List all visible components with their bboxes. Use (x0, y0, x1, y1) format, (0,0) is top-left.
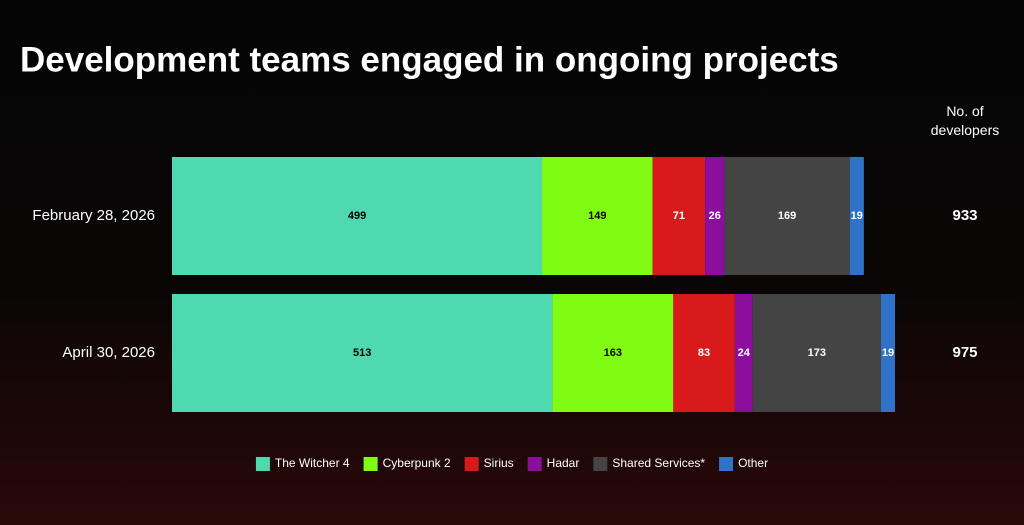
bar-segment (172, 294, 553, 412)
legend-label: Other (738, 456, 768, 470)
data-label: 149 (588, 210, 606, 222)
bar-segment (705, 157, 725, 275)
data-label: 169 (778, 210, 796, 222)
chart-title: Development teams engaged in ongoing pro… (20, 40, 839, 79)
data-label: 26 (709, 210, 721, 222)
bar-segment (652, 157, 706, 275)
legend-label: Hadar (547, 456, 580, 470)
data-label: 163 (604, 347, 622, 359)
data-label: 71 (673, 210, 685, 222)
legend-swatch (363, 457, 378, 471)
data-label: 513 (353, 347, 371, 359)
y-tick-label: February 28, 2026 (32, 207, 155, 224)
totals-header: No. of developers (930, 103, 1000, 138)
data-label: 83 (698, 347, 710, 359)
legend-swatch (464, 457, 479, 471)
legend-swatch (719, 457, 734, 471)
data-label: 19 (882, 347, 894, 359)
bar-segment (724, 157, 850, 275)
bar-segment (880, 294, 895, 412)
bar-segment (542, 157, 653, 275)
total-label: 975 (952, 344, 977, 361)
legend-swatch (255, 457, 270, 471)
legend-label: Cyberpunk 2 (383, 456, 451, 470)
legend-label: The Witcher 4 (275, 456, 350, 470)
legend-label: Shared Services* (612, 456, 705, 470)
data-label: 19 (851, 210, 863, 222)
bar-segment (734, 294, 753, 412)
legend-label: Sirius (484, 456, 514, 470)
bar-segment (673, 294, 735, 412)
data-label: 499 (348, 210, 366, 222)
bar-segment (752, 294, 881, 412)
legend-swatch (527, 457, 542, 471)
bar-segment (849, 157, 864, 275)
y-tick-label: April 30, 2026 (62, 344, 155, 361)
legend-swatch (593, 457, 608, 471)
total-label: 933 (952, 207, 977, 224)
data-label: 24 (738, 347, 751, 359)
bar-segment (172, 157, 543, 275)
data-label: 173 (808, 347, 826, 359)
bar-segment (552, 294, 674, 412)
